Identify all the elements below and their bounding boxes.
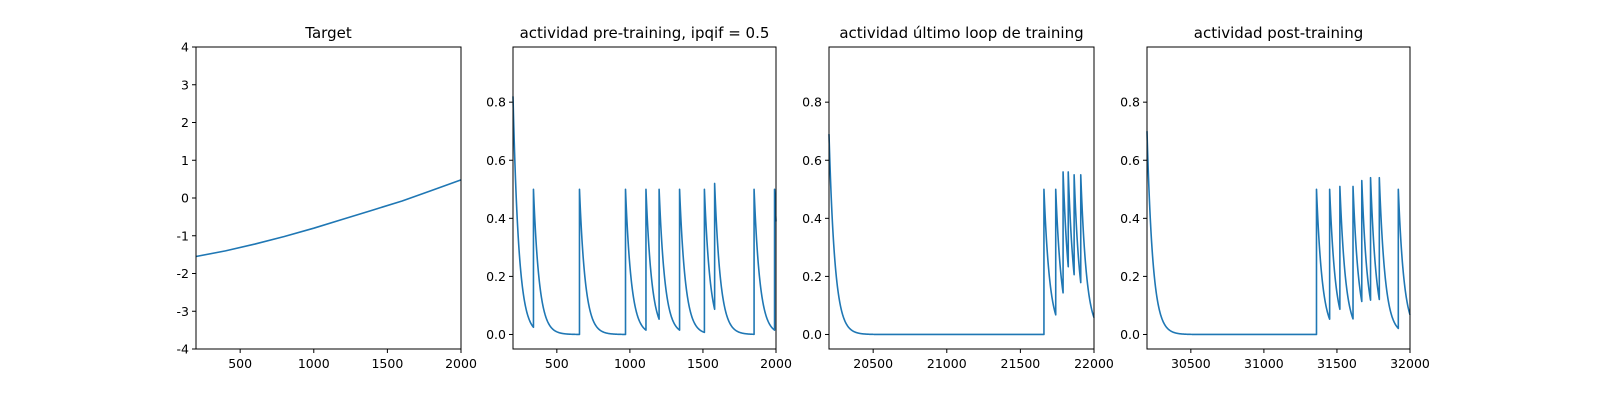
x-tick-label: 21500: [1001, 356, 1041, 371]
y-tick-label: 0: [181, 191, 189, 206]
y-tick-label: 0.8: [1120, 95, 1140, 110]
series-line: [512, 96, 777, 336]
axes-frame: [512, 46, 777, 350]
x-tick-label: 2000: [760, 356, 792, 371]
x-tick-label: 22000: [1074, 356, 1114, 371]
axis-ticks: 500 1000 1500 2000 0.0 0.2 0.4 0.6 0.8: [486, 95, 792, 371]
axis-ticks: 500 1000 1500 2000 -4 -3 -2 -1 0 1 2 3 4: [177, 40, 477, 372]
y-tick-label: 0.6: [802, 153, 822, 168]
y-tick-label: 0.2: [1120, 269, 1140, 284]
axes-frame: [1146, 46, 1411, 350]
y-tick-label: -3: [177, 304, 189, 319]
y-tick-label: 0.8: [486, 95, 506, 110]
x-tick-label: 2000: [445, 356, 477, 371]
x-tick-label: 1500: [371, 356, 403, 371]
y-tick-label: 0.4: [1120, 211, 1140, 226]
x-tick-label: 32000: [1390, 356, 1430, 371]
y-tick-label: 0.0: [486, 327, 506, 342]
axis-ticks: 20500 21000 21500 22000 0.0 0.2 0.4 0.6 0.8: [802, 95, 1114, 371]
panel-title: actividad post-training: [1194, 24, 1363, 42]
x-tick-label: 21000: [927, 356, 967, 371]
panel-pre-training: actividad pre-training, ipqif = 0.5 500 1…: [486, 24, 792, 371]
x-tick-label: 20500: [853, 356, 893, 371]
series-line: [195, 179, 462, 258]
y-tick-label: 0.6: [1120, 153, 1140, 168]
y-tick-label: 0.6: [486, 153, 506, 168]
series-line: [1146, 131, 1411, 336]
y-tick-label: 1: [181, 153, 189, 168]
x-tick-label: 500: [228, 356, 252, 371]
y-tick-label: 0.0: [1120, 327, 1140, 342]
x-tick-label: 1000: [298, 356, 330, 371]
y-tick-label: 0.8: [802, 95, 822, 110]
y-tick-label: 0.0: [802, 327, 822, 342]
x-tick-label: 31000: [1244, 356, 1284, 371]
panel-target: Target 500 1000 1500 2000 -4 -3 -2 -1 0 1 2 3 4: [177, 24, 477, 371]
y-tick-label: 3: [181, 77, 189, 92]
axes-frame: [828, 46, 1095, 350]
y-tick-label: 2: [181, 115, 189, 130]
panel-last-training-loop: actividad último loop de training 20500 2…: [802, 24, 1114, 371]
y-tick-label: 0.2: [486, 269, 506, 284]
x-tick-label: 31500: [1317, 356, 1357, 371]
series-line: [828, 134, 1095, 336]
panel-title: actividad último loop de training: [839, 24, 1083, 42]
panel-title: Target: [304, 24, 352, 42]
y-tick-label: -1: [177, 228, 189, 243]
y-tick-label: -2: [177, 266, 189, 281]
y-tick-label: 0.4: [486, 211, 506, 226]
x-tick-label: 1000: [614, 356, 646, 371]
x-tick-label: 30500: [1171, 356, 1211, 371]
y-tick-label: 0.4: [802, 211, 822, 226]
y-tick-label: -4: [177, 342, 190, 357]
panel-post-training: actividad post-training 30500 31000 31500 3…: [1120, 24, 1430, 371]
y-tick-label: 0.2: [802, 269, 822, 284]
y-tick-label: 4: [181, 40, 189, 55]
x-tick-label: 500: [545, 356, 569, 371]
axis-ticks: 30500 31000 31500 32000 0.0 0.2 0.4 0.6 0.8: [1120, 95, 1430, 371]
panel-title: actividad pre-training, ipqif = 0.5: [520, 24, 770, 42]
x-tick-label: 1500: [687, 356, 719, 371]
axes-frame: [195, 46, 462, 350]
